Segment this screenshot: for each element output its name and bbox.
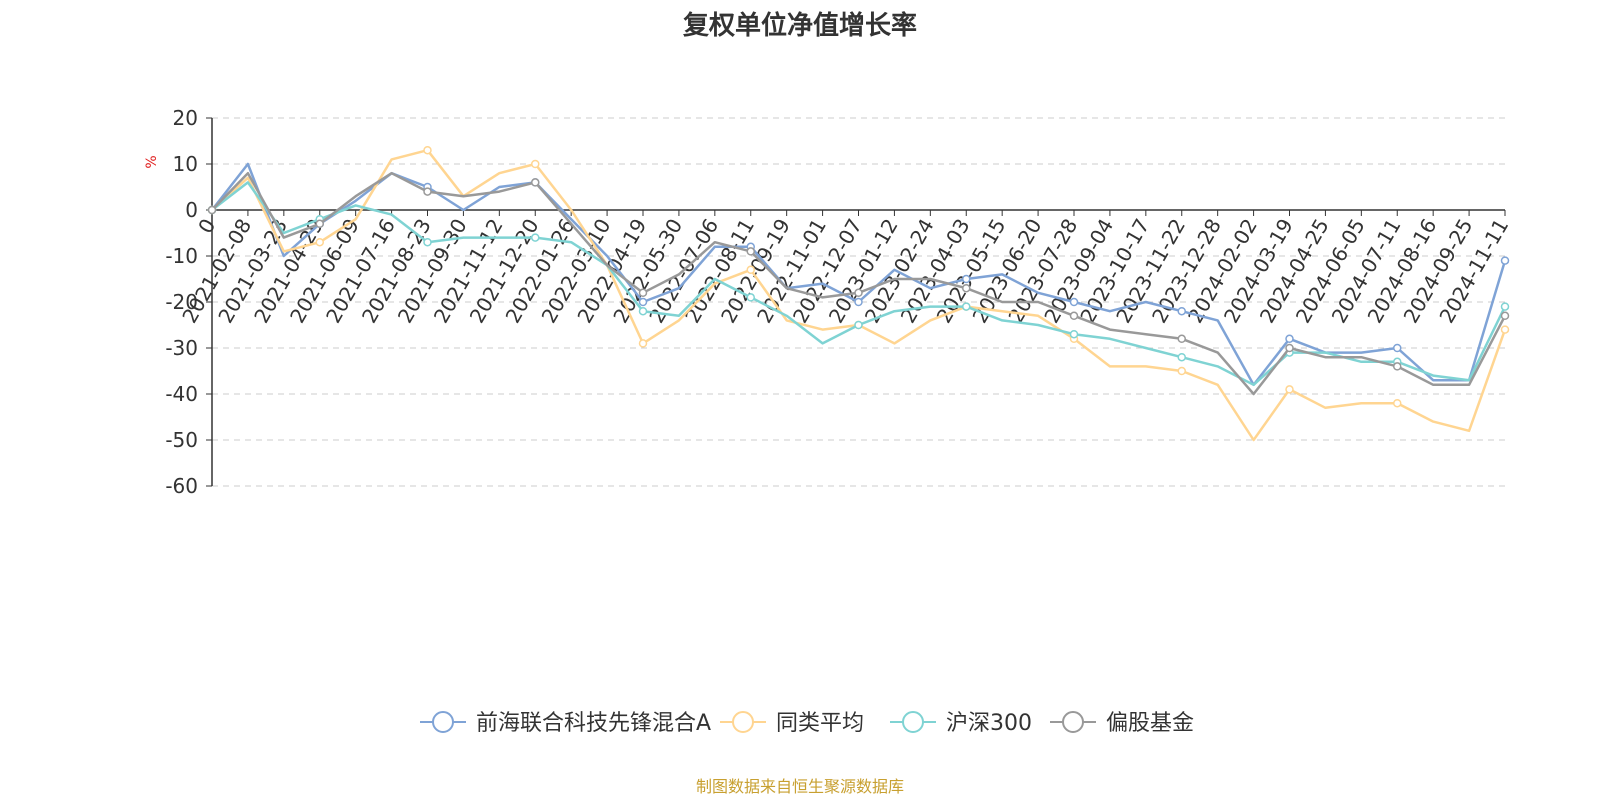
data-point — [1285, 343, 1294, 353]
data-point — [531, 233, 540, 242]
data-point — [315, 219, 324, 229]
data-point — [423, 187, 432, 196]
x-tick-label: 0 — [193, 215, 220, 238]
data-point — [1069, 297, 1079, 307]
data-point — [1285, 334, 1294, 344]
data-point — [1177, 352, 1186, 362]
legend-marker — [1062, 711, 1084, 733]
legend-label: 同类平均 — [776, 711, 864, 736]
data-point — [638, 306, 648, 316]
data-point — [854, 320, 863, 330]
legend-marker — [432, 711, 454, 733]
data-point — [531, 178, 540, 187]
axes: 20100-10-20-30-40-50-6002021-02-082021-0… — [165, 106, 1513, 498]
y-tick-label: 0 — [185, 198, 198, 222]
legend-item[interactable]: 沪深300 — [890, 711, 1032, 736]
data-point — [1500, 325, 1510, 334]
chart-title: 复权单位净值增长率 — [683, 10, 917, 41]
y-tick-label: 10 — [173, 152, 198, 176]
y-tick-label: -30 — [165, 336, 198, 360]
data-point — [423, 237, 432, 247]
legend-label: 沪深300 — [946, 711, 1032, 736]
data-point — [962, 274, 971, 284]
data-point — [1393, 343, 1402, 353]
data-point — [746, 293, 755, 302]
data-point — [1393, 362, 1402, 371]
legend-label: 偏股基金 — [1106, 711, 1194, 736]
legend-item[interactable]: 同类平均 — [720, 711, 864, 736]
y-tick-label: 20 — [173, 106, 198, 130]
y-tick-label: -40 — [165, 382, 198, 406]
y-tick-label: -50 — [165, 428, 198, 452]
data-point — [531, 159, 540, 169]
legend-marker — [732, 711, 754, 733]
series-3 — [207, 171, 1510, 396]
data-point — [746, 247, 755, 256]
data-point — [854, 297, 863, 307]
data-point — [1069, 311, 1079, 321]
data-point — [423, 145, 432, 155]
data-point — [1500, 302, 1510, 311]
legend-item[interactable]: 偏股基金 — [1050, 711, 1194, 736]
data-point — [315, 237, 324, 247]
y-tick-label: -20 — [165, 290, 198, 314]
data-point — [1500, 311, 1510, 321]
data-point — [854, 288, 863, 298]
data-point — [746, 265, 755, 275]
data-point — [207, 205, 217, 215]
y-tick-label: -60 — [165, 474, 198, 498]
data-point — [1285, 385, 1294, 394]
data-point — [1500, 256, 1510, 265]
data-point — [1177, 366, 1186, 376]
data-point — [1177, 334, 1186, 344]
data-point — [638, 339, 648, 348]
y-axis-label: % — [144, 155, 160, 168]
legend-label: 前海联合科技先锋混合A — [476, 711, 711, 736]
data-point — [1177, 306, 1186, 316]
data-point — [638, 297, 648, 307]
data-point — [1393, 398, 1402, 408]
legend[interactable]: 前海联合科技先锋混合A 同类平均 沪深300 偏股基金 — [420, 711, 1194, 736]
data-point — [962, 283, 971, 293]
data-point — [962, 302, 971, 311]
legend-marker — [902, 711, 924, 733]
source-note: 制图数据来自恒生聚源数据库 — [696, 777, 904, 796]
legend-item[interactable]: 前海联合科技先锋混合A — [420, 711, 711, 736]
series-layer — [207, 145, 1510, 442]
data-point — [1069, 329, 1079, 339]
data-point — [638, 288, 648, 298]
y-tick-label: -10 — [165, 244, 198, 268]
